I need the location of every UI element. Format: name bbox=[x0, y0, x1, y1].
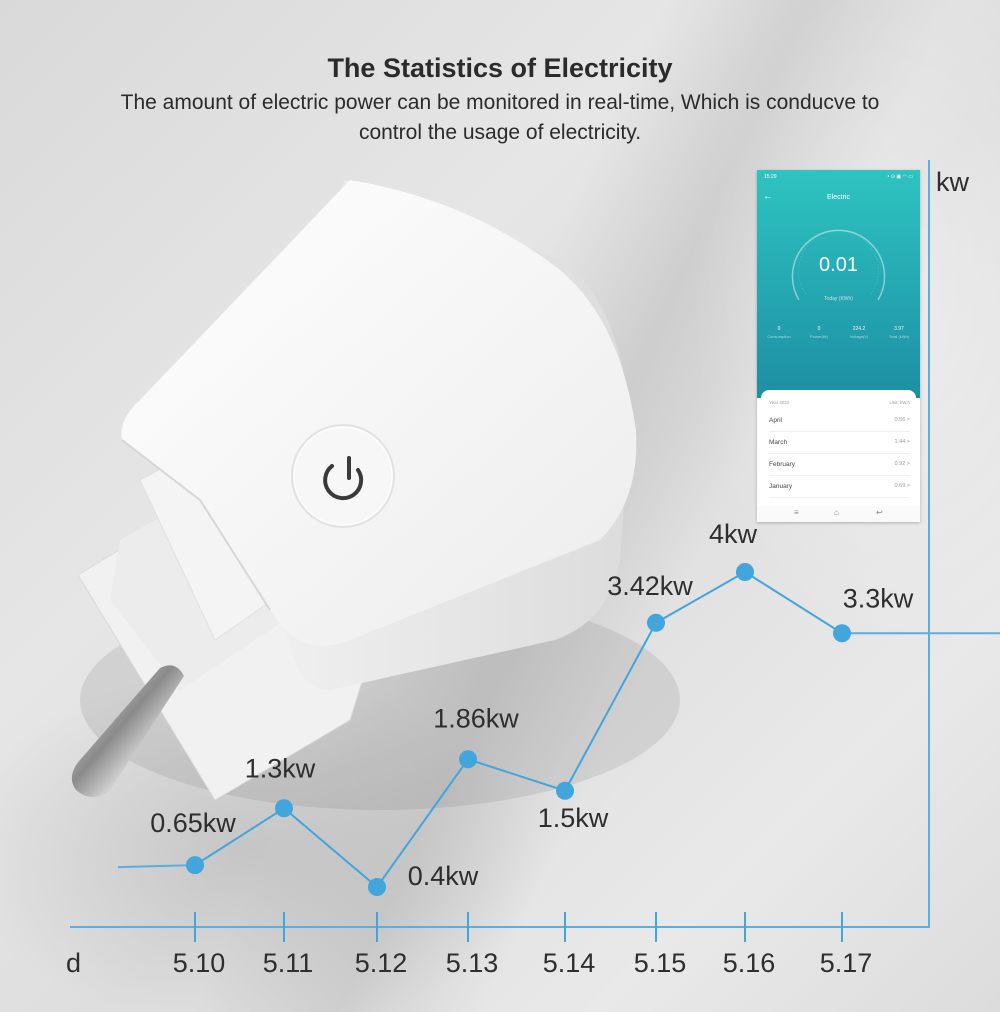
stats-row: 0 Consumption 0 Power(W) 224.2 Voltage(V… bbox=[757, 326, 920, 346]
data-label: 1.5kw bbox=[538, 803, 609, 833]
stat-value: 0 bbox=[817, 326, 821, 332]
stat-label: Power(W) bbox=[810, 334, 828, 339]
stat-label: Voltage(V) bbox=[849, 334, 869, 339]
stat-label: Total (kWh) bbox=[888, 334, 910, 339]
data-label: 3.42kw bbox=[607, 571, 693, 601]
month-value: 0.56 > bbox=[894, 417, 910, 423]
data-point bbox=[368, 878, 386, 896]
gauge-caption: Today (KWh) bbox=[824, 296, 853, 302]
data-label: 0.4kw bbox=[408, 861, 479, 891]
stat-value: 3.97 bbox=[894, 326, 904, 332]
x-tick-label: 5.17 bbox=[820, 948, 873, 978]
data-point bbox=[647, 613, 665, 632]
month-value: 1.44 > bbox=[894, 439, 910, 445]
leading-segment bbox=[117, 864, 196, 869]
status-bar: 15:29 ᵜ ⊙ ▣ ◠ ▭ bbox=[762, 174, 915, 182]
page-title: The Statistics of Electricity bbox=[327, 53, 673, 83]
data-point bbox=[459, 750, 477, 769]
x-tick-label: 5.16 bbox=[723, 948, 776, 978]
back-arrow-icon[interactable]: ← bbox=[763, 191, 773, 202]
year-label: Year 2022 bbox=[769, 400, 790, 405]
data-label: 1.3kw bbox=[245, 753, 316, 783]
app-title: Electric bbox=[827, 194, 850, 201]
plug-body bbox=[71, 180, 680, 810]
stat-consumption: 0 Consumption bbox=[759, 326, 799, 339]
back-icon[interactable]: ↩ bbox=[876, 508, 883, 517]
monthly-panel: Year 2022 Unit: kW.h April 0.56 > March … bbox=[761, 390, 916, 506]
x-tick-label: 5.11 bbox=[263, 948, 314, 978]
month-row-january[interactable]: January 0.69 > bbox=[769, 476, 910, 498]
page-header: The Statistics of Electricity The amount… bbox=[0, 50, 1000, 148]
nav-bar: ≡ ⌂ ↩ bbox=[757, 506, 920, 522]
gauge-ring bbox=[791, 229, 886, 301]
series-line bbox=[194, 570, 843, 889]
month-value: 0.92 > bbox=[894, 461, 910, 467]
panel-header: Year 2022 Unit: kW.h bbox=[769, 400, 910, 405]
month-name: March bbox=[769, 439, 788, 446]
y-axis-label: kw bbox=[936, 167, 970, 197]
x-tick-label: 5.10 bbox=[173, 948, 226, 978]
x-axis-label: d bbox=[66, 948, 81, 978]
data-point bbox=[833, 624, 851, 643]
month-name: April bbox=[769, 417, 783, 424]
menu-icon[interactable]: ≡ bbox=[794, 508, 799, 517]
data-point bbox=[275, 799, 293, 818]
x-tick-label: 5.12 bbox=[355, 948, 408, 978]
x-tick-label: 5.14 bbox=[543, 948, 596, 978]
month-value: 0.69 > bbox=[894, 483, 910, 489]
status-time: 15:29 bbox=[764, 174, 777, 180]
month-row-march[interactable]: March 1.44 > bbox=[769, 432, 910, 454]
status-icons: ᵜ ⊙ ▣ ◠ ▭ bbox=[887, 174, 913, 180]
unit-label: Unit: kW.h bbox=[889, 400, 910, 405]
gauge-value: 0.01 bbox=[819, 254, 858, 276]
stat-total: 3.97 Total (kWh) bbox=[879, 326, 919, 339]
month-row-february[interactable]: February 0.92 > bbox=[769, 454, 910, 476]
phone-screenshot: 15:29 ᵜ ⊙ ▣ ◠ ▭ ← Electric 0.01 Today (K… bbox=[757, 170, 920, 522]
data-point bbox=[186, 856, 204, 875]
month-name: February bbox=[769, 461, 796, 468]
data-label: 1.86kw bbox=[433, 703, 519, 733]
stat-value: 0 bbox=[777, 326, 781, 332]
month-name: January bbox=[769, 483, 793, 490]
data-label: 0.65kw bbox=[150, 808, 236, 838]
phone-header bbox=[757, 170, 920, 398]
stat-power: 0 Power(W) bbox=[799, 326, 839, 339]
stat-label: Consumption bbox=[767, 334, 791, 339]
data-label: 4kw bbox=[709, 519, 758, 549]
page-subtitle: The amount of electric power can be moni… bbox=[0, 88, 1000, 148]
x-tick-label: 5.15 bbox=[634, 948, 687, 978]
stat-value: 224.2 bbox=[852, 326, 866, 332]
stat-voltage: 224.2 Voltage(V) bbox=[839, 326, 879, 339]
subtitle-line-2: control the usage of electricity. bbox=[358, 121, 642, 144]
data-point bbox=[736, 563, 754, 581]
data-label: 3.3kw bbox=[843, 583, 914, 613]
x-tick-label: 5.13 bbox=[446, 948, 499, 978]
data-point bbox=[556, 781, 574, 800]
subtitle-line-1: The amount of electric power can be moni… bbox=[120, 91, 880, 114]
power-icon bbox=[323, 456, 364, 501]
month-row-april[interactable]: April 0.56 > bbox=[769, 410, 910, 432]
home-icon[interactable]: ⌂ bbox=[834, 508, 839, 517]
